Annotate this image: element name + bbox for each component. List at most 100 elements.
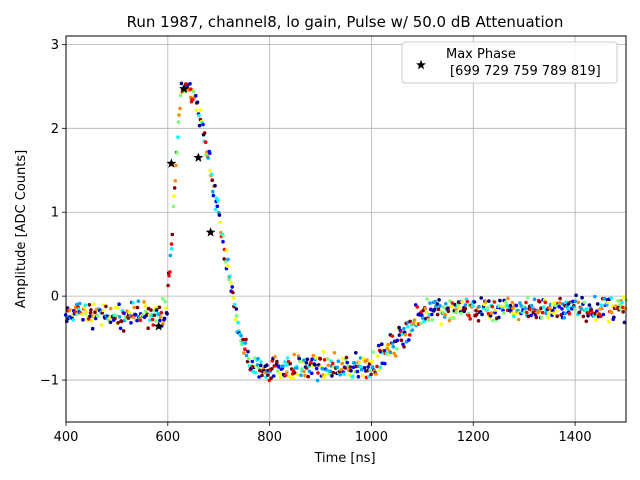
sample-point: [422, 319, 427, 324]
sample-point: [336, 359, 341, 364]
sample-point: [595, 302, 600, 306]
sample-point: [326, 363, 331, 368]
sample-point: [399, 338, 404, 343]
sample-point: [299, 373, 303, 378]
y-tick-label: 0: [51, 290, 59, 305]
sample-point: [133, 313, 138, 317]
sample-point: [89, 318, 94, 323]
sample-point: [269, 376, 273, 381]
sample-point: [283, 360, 287, 364]
sample-point: [609, 310, 614, 315]
sample-point: [465, 299, 470, 304]
max-phase-markers: [153, 83, 216, 331]
sample-point: [408, 333, 412, 337]
sample-point: [468, 317, 473, 321]
sample-point: [195, 100, 200, 104]
sample-point: [408, 319, 412, 324]
sample-point: [78, 301, 82, 306]
sample-point: [574, 293, 578, 298]
sample-point: [601, 312, 606, 317]
sample-point: [239, 333, 243, 338]
sample-point: [203, 140, 208, 144]
sample-point: [114, 313, 118, 318]
sample-point: [482, 302, 486, 307]
sample-point: [492, 300, 497, 304]
sample-point: [316, 371, 320, 375]
sample-point: [252, 356, 257, 360]
sample-point: [616, 299, 620, 303]
sample-point: [108, 320, 113, 325]
sample-point: [351, 365, 356, 370]
sample-point: [602, 296, 607, 301]
sample-point: [557, 304, 561, 309]
x-axis-label: Time [ns]: [313, 451, 375, 466]
max-phase-star: [179, 83, 190, 94]
sample-point: [119, 319, 124, 324]
sample-point: [189, 87, 193, 91]
sample-point: [121, 329, 126, 333]
sample-point: [259, 363, 263, 368]
plot-background: [66, 36, 626, 422]
sample-point: [278, 375, 283, 380]
sample-point: [428, 301, 432, 305]
sample-point: [216, 198, 220, 203]
sample-point: [357, 360, 362, 365]
sample-point: [151, 323, 155, 327]
sample-point: [576, 300, 581, 305]
sample-point: [224, 248, 229, 253]
sample-point: [211, 189, 215, 194]
legend-box: [401, 41, 618, 84]
sample-point: [587, 303, 592, 307]
sample-point: [255, 363, 260, 367]
sample-point: [302, 358, 306, 363]
sample-point: [540, 310, 545, 315]
sample-point: [202, 131, 207, 135]
x-tick-label: 1200: [457, 430, 490, 445]
max-phase-star: [193, 152, 204, 162]
sample-point: [81, 317, 85, 322]
sample-point: [366, 365, 371, 369]
sample-point: [163, 299, 167, 304]
sample-point: [197, 113, 201, 118]
sample-point: [514, 303, 519, 308]
x-tick-label: 1000: [355, 430, 388, 445]
sample-point: [116, 321, 120, 325]
sample-point: [307, 369, 312, 374]
sample-point: [330, 374, 334, 378]
sample-point: [328, 369, 333, 374]
sample-point: [113, 316, 117, 321]
sample-point: [225, 264, 230, 269]
sample-point: [305, 357, 310, 362]
sample-point: [426, 318, 431, 322]
sample-point: [129, 321, 133, 325]
sample-point: [281, 364, 285, 369]
sample-point: [303, 373, 307, 378]
sample-point: [170, 232, 175, 237]
sample-point: [245, 359, 250, 364]
sample-point: [529, 313, 533, 318]
sample-point: [73, 310, 77, 314]
sample-point: [552, 311, 556, 316]
legend: Max Phase [699 729 759 789 819]: [401, 41, 618, 84]
legend-star-icon: [416, 59, 426, 70]
sample-point: [395, 338, 400, 343]
sample-point: [213, 207, 218, 212]
sample-point: [283, 373, 288, 378]
sample-point: [127, 310, 132, 315]
sample-point: [309, 360, 313, 364]
sample-point: [201, 122, 205, 127]
sample-point: [367, 374, 371, 379]
sample-point: [410, 328, 415, 332]
sample-point: [446, 306, 450, 310]
sample-point: [132, 305, 136, 310]
sample-point: [375, 354, 380, 358]
x-tick-label: 400: [54, 430, 79, 445]
sample-point: [275, 359, 279, 364]
sample-point: [325, 357, 330, 361]
sample-point: [599, 303, 604, 308]
legend-star-marker: [416, 59, 426, 70]
sample-point: [579, 307, 584, 311]
sample-point: [172, 186, 177, 190]
sample-point: [471, 304, 475, 309]
